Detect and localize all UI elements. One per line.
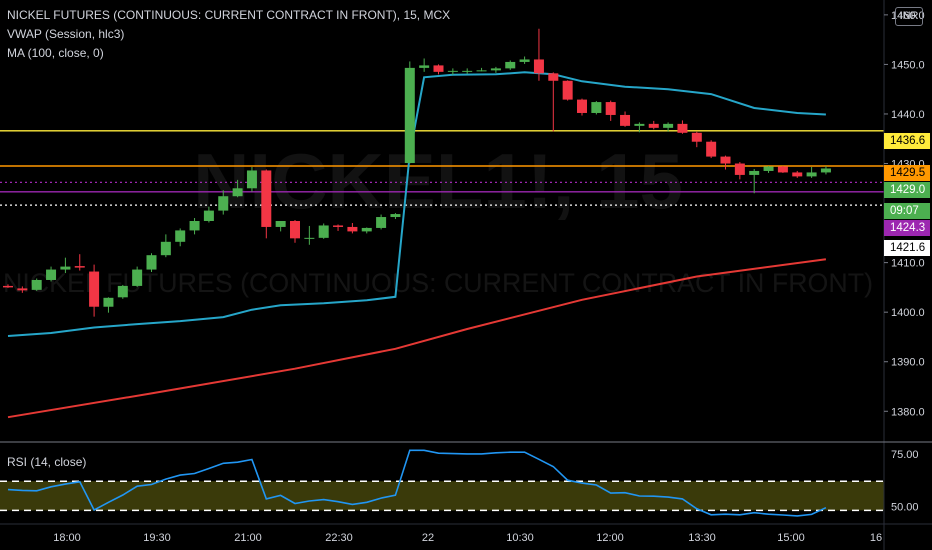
- candle-down: [17, 288, 28, 291]
- candle-down: [74, 266, 85, 268]
- candle-up: [476, 70, 487, 72]
- price-tick-label: 1410.0: [891, 258, 925, 270]
- candle-down: [3, 285, 13, 288]
- vwap-legend[interactable]: VWAP (Session, hlc3): [7, 27, 125, 41]
- candle-up: [175, 230, 186, 242]
- candle-up: [490, 68, 501, 71]
- candle-down: [677, 123, 688, 133]
- time-tick-label: 15:00: [777, 532, 805, 544]
- rsi-pane: [0, 449, 884, 517]
- candle-down: [333, 225, 344, 227]
- candle-up: [31, 279, 42, 290]
- candle-up: [505, 61, 516, 69]
- candle-up: [519, 59, 530, 62]
- candle-down: [433, 65, 444, 72]
- candle-down: [648, 123, 659, 128]
- last-price-tag: 1429.0: [884, 182, 930, 198]
- time-tick-label: 12:00: [596, 532, 624, 544]
- candle-up: [189, 221, 200, 231]
- time-tick-label: 22:30: [325, 532, 353, 544]
- candles-layer: [3, 28, 831, 317]
- candle-up: [203, 210, 214, 221]
- candle-up: [318, 225, 329, 238]
- candle-down: [620, 114, 631, 126]
- watermark-symbol: NICKEL1!, 15: [193, 137, 683, 225]
- candle-down: [261, 170, 272, 227]
- candle-up: [763, 166, 774, 171]
- candle-up: [232, 188, 243, 197]
- time-tick-label: 19:30: [143, 532, 171, 544]
- candle-up: [447, 70, 458, 72]
- rsi-legend[interactable]: RSI (14, close): [7, 455, 87, 469]
- candle-up: [46, 269, 57, 280]
- candle-up: [419, 65, 430, 68]
- candle-down: [734, 163, 745, 175]
- rsi-tick-label: 75.00: [891, 449, 919, 461]
- candle-up: [820, 168, 831, 173]
- candle-up: [806, 172, 817, 177]
- rsi-line: [7, 449, 827, 517]
- vwap-line: [7, 71, 826, 337]
- candle-up: [304, 237, 315, 239]
- purple-line-price-tag: 1424.3: [884, 220, 930, 236]
- time-tick-label: 10:30: [506, 532, 534, 544]
- candle-down: [548, 73, 559, 81]
- candle-down: [691, 132, 702, 142]
- rsi-tick-label: 50.00: [891, 501, 919, 513]
- time-tick-label: 22: [422, 532, 434, 544]
- candle-down: [533, 59, 544, 74]
- candle-down: [290, 221, 300, 239]
- ma-legend[interactable]: MA (100, close, 0): [7, 46, 104, 60]
- candle-up: [132, 269, 143, 286]
- candle-up: [117, 285, 128, 298]
- candle-down: [347, 226, 358, 232]
- candle-up: [60, 266, 71, 270]
- candle-up: [663, 123, 674, 128]
- price-tick-label: 1450.0: [891, 59, 925, 71]
- candle-up: [591, 102, 602, 113]
- candle-down: [792, 172, 803, 177]
- currency-badge[interactable]: INR: [895, 7, 923, 26]
- ma-layer: [7, 258, 827, 419]
- candle-up: [749, 170, 760, 175]
- white-line-price-tag: 1421.6: [884, 240, 930, 256]
- candle-down: [605, 102, 616, 115]
- price-tick-label: 1400.0: [891, 307, 925, 319]
- price-tick-label: 1380.0: [891, 406, 925, 418]
- time-tick-label: 21:00: [234, 532, 262, 544]
- candle-up: [462, 70, 473, 72]
- candle-down: [706, 141, 717, 157]
- candle-up: [404, 67, 415, 164]
- candle-down: [577, 99, 587, 113]
- candle-up: [103, 297, 114, 307]
- candle-up: [146, 255, 157, 270]
- bar-countdown-tag: 09:07: [884, 203, 930, 219]
- candle-down: [720, 156, 731, 164]
- candle-up: [390, 214, 401, 218]
- orange-line-price-tag: 1429.5: [884, 165, 930, 181]
- candle-up: [376, 217, 387, 228]
- candle-down: [89, 271, 100, 307]
- price-tick-label: 1460.0: [891, 10, 925, 22]
- candle-up: [246, 170, 257, 189]
- candle-up: [361, 227, 372, 232]
- yellow-line-price-tag: 1436.6: [884, 133, 930, 149]
- candle-up: [218, 196, 229, 211]
- candle-down: [777, 166, 788, 173]
- vwap-layer: [7, 71, 826, 337]
- price-tick-label: 1440.0: [891, 109, 925, 121]
- rsi-band-fill: [0, 481, 884, 511]
- chart-title: NICKEL FUTURES (CONTINUOUS: CURRENT CONT…: [7, 8, 451, 22]
- candle-up: [275, 221, 286, 227]
- time-tick-label: 13:30: [688, 532, 716, 544]
- time-tick-label: 16: [870, 532, 882, 544]
- candle-up: [634, 123, 645, 126]
- price-tick-label: 1390.0: [891, 357, 925, 369]
- time-tick-label: 18:00: [53, 532, 81, 544]
- ma-line: [7, 258, 827, 419]
- candle-up: [160, 241, 171, 256]
- candle-down: [562, 80, 573, 100]
